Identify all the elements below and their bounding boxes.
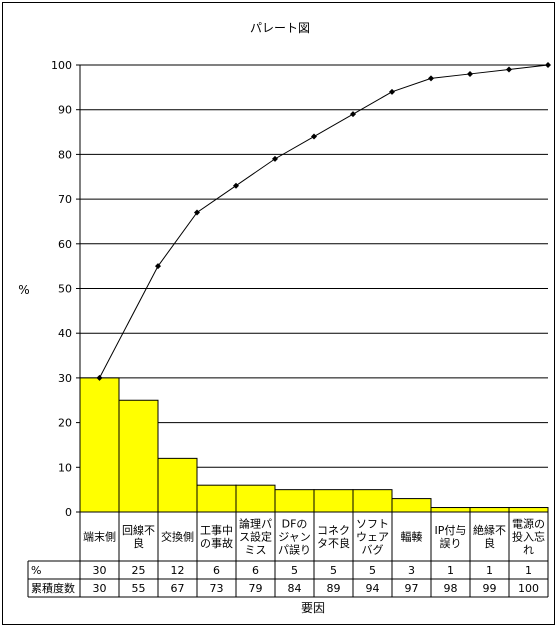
cumulative-point — [350, 111, 356, 118]
bar — [196, 484, 237, 513]
cumulative-point — [311, 133, 317, 140]
table-cell: 6 — [213, 564, 220, 577]
cumulative-point — [545, 62, 551, 68]
cumulative-point — [96, 374, 103, 381]
category-label: の事故 — [200, 536, 233, 550]
category-label: DFの — [282, 518, 308, 531]
bar — [469, 507, 510, 513]
y-tick-label: 40 — [58, 327, 72, 340]
y-tick-label: 50 — [58, 283, 72, 296]
table-cell: 6 — [252, 564, 259, 577]
cumulative-point — [233, 182, 239, 189]
table-cell: 100 — [518, 582, 539, 595]
category-label: IP付与 — [435, 524, 467, 537]
y-tick-label: 30 — [58, 372, 72, 385]
cumulative-line-path — [99, 64, 549, 379]
table-cell: 1 — [447, 564, 454, 577]
table-cell: 79 — [249, 582, 263, 595]
x-axis-label: 要因 — [301, 601, 325, 615]
bar — [157, 457, 198, 513]
y-tick-label: 20 — [58, 417, 72, 430]
category-label: ス設定 — [239, 530, 272, 544]
category-label: 端末側 — [83, 530, 116, 544]
category-label: 投入忘 — [512, 530, 545, 544]
table-cell: 97 — [405, 582, 419, 595]
y-tick-label: 10 — [58, 461, 72, 474]
table-cell: 30 — [93, 564, 107, 577]
category-label: コネク — [317, 524, 350, 537]
bar — [430, 507, 471, 513]
category-label: ミス — [245, 544, 267, 557]
bar — [313, 489, 354, 513]
bar — [118, 399, 159, 513]
category-label: 工事中 — [200, 524, 233, 537]
category-label: パ誤り — [278, 543, 311, 557]
table-cell: 1 — [525, 564, 532, 577]
category-label: 誤り — [440, 536, 462, 550]
table-cell: 3 — [408, 564, 415, 577]
y-tick-label: 70 — [58, 193, 72, 206]
category-label: バグ — [362, 543, 384, 557]
cumulative-point — [194, 209, 200, 216]
y-tick-label: 80 — [58, 148, 72, 161]
table-cell: 67 — [171, 582, 185, 595]
table-cell: 25 — [132, 564, 146, 577]
category-label: 絶縁不 — [473, 523, 506, 537]
category-label: タ不良 — [317, 536, 350, 550]
cumulative-point — [155, 263, 161, 270]
table-cell: 12 — [171, 564, 185, 577]
bars — [79, 377, 549, 513]
y-tick-label: 0 — [65, 506, 72, 519]
table-cell: 73 — [210, 582, 224, 595]
table-cell: 89 — [327, 582, 341, 595]
category-label: ソフト — [356, 518, 389, 531]
category-label: れ — [523, 544, 534, 557]
category-label: ウェア — [356, 531, 389, 544]
table-cell: 84 — [288, 582, 302, 595]
table-cell: 94 — [366, 582, 380, 595]
cumulative-point — [428, 75, 434, 82]
table-cell: 1 — [486, 564, 493, 577]
bar — [79, 377, 120, 513]
bar — [508, 507, 549, 513]
cumulative-point — [467, 70, 473, 77]
bar — [274, 489, 315, 513]
chart-frame — [2, 2, 555, 625]
bar — [352, 489, 393, 513]
category-label: 交換側 — [161, 530, 194, 544]
table-row-label: % — [31, 564, 41, 577]
category-label: 電源の — [512, 517, 545, 531]
chart-title: パレート図 — [250, 21, 310, 35]
y-tick-label: 100 — [51, 59, 72, 72]
category-label: 輻輳 — [401, 530, 423, 544]
cumulative-point — [272, 155, 278, 162]
bar — [235, 484, 276, 513]
cumulative-point — [389, 88, 395, 95]
bar — [391, 498, 432, 513]
table-cell: 30 — [93, 582, 107, 595]
cumulative-line — [96, 62, 551, 381]
y-tick-label: 60 — [58, 238, 72, 251]
table-cell: 98 — [444, 582, 458, 595]
category-label: 良 — [484, 536, 495, 550]
table-cell: 5 — [369, 564, 376, 577]
category-label: 良 — [133, 536, 144, 550]
category-label: ジャン — [278, 531, 310, 544]
y-axis-label: % — [18, 283, 29, 297]
category-label: 回線不 — [122, 523, 155, 537]
category-label: 論理パ — [239, 517, 272, 531]
table-cell: 5 — [330, 564, 337, 577]
table-cell: 5 — [291, 564, 298, 577]
cumulative-point — [506, 66, 512, 73]
y-tick-label: 90 — [58, 104, 72, 117]
table-cell: 55 — [132, 582, 146, 595]
table-row-label: 累積度数 — [31, 581, 75, 595]
table-cell: 99 — [483, 582, 497, 595]
